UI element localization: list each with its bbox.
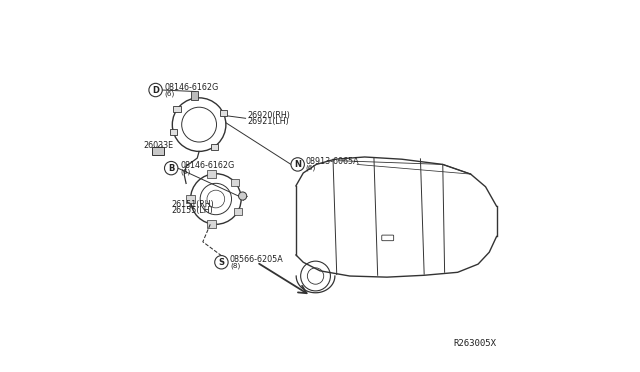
Circle shape <box>239 192 246 200</box>
Text: 26155(LH): 26155(LH) <box>172 206 213 215</box>
FancyBboxPatch shape <box>220 110 227 116</box>
Text: 08913-6065A: 08913-6065A <box>306 157 360 166</box>
Circle shape <box>215 256 228 269</box>
FancyBboxPatch shape <box>152 147 164 155</box>
FancyBboxPatch shape <box>234 208 242 215</box>
Text: (8): (8) <box>230 263 240 269</box>
Text: 26033E: 26033E <box>143 141 173 150</box>
FancyBboxPatch shape <box>186 195 195 203</box>
Text: (6): (6) <box>306 165 316 171</box>
Text: (6): (6) <box>164 90 175 97</box>
FancyBboxPatch shape <box>211 144 218 150</box>
FancyBboxPatch shape <box>207 220 216 228</box>
Text: B: B <box>168 164 174 173</box>
Text: 26151(RH): 26151(RH) <box>172 200 214 209</box>
Text: 08146-6162G: 08146-6162G <box>180 161 234 170</box>
Text: 26921(LH): 26921(LH) <box>248 117 289 126</box>
Circle shape <box>149 83 163 97</box>
Circle shape <box>164 161 178 175</box>
Text: N: N <box>294 160 301 169</box>
FancyBboxPatch shape <box>207 170 216 178</box>
Text: (6): (6) <box>180 169 190 175</box>
Circle shape <box>291 158 305 171</box>
Text: 08566-6205A: 08566-6205A <box>230 255 284 264</box>
FancyBboxPatch shape <box>173 106 181 112</box>
FancyBboxPatch shape <box>231 179 239 186</box>
Text: 26920(RH): 26920(RH) <box>248 111 291 120</box>
Text: 08146-6162G: 08146-6162G <box>164 83 219 92</box>
FancyBboxPatch shape <box>191 91 198 100</box>
FancyBboxPatch shape <box>381 235 394 241</box>
Text: R263005X: R263005X <box>454 339 497 348</box>
Text: D: D <box>152 86 159 94</box>
Text: S: S <box>218 258 225 267</box>
FancyBboxPatch shape <box>170 129 177 135</box>
